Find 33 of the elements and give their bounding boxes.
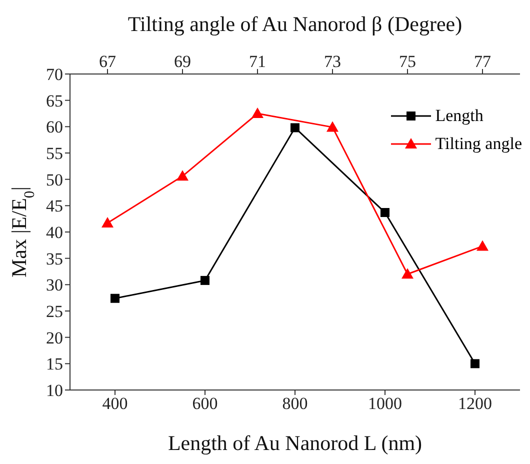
x2-axis-title: Tilting angle of Au Nanorod β (Degree) <box>128 12 462 36</box>
point <box>110 294 120 303</box>
y-tick-label: 70 <box>46 65 63 84</box>
y-tick-label: 30 <box>46 276 63 295</box>
x-tick-label: 600 <box>192 394 218 414</box>
x2-tick-label: 69 <box>174 52 191 71</box>
x2-tick-label: 73 <box>324 52 341 71</box>
point <box>470 359 480 368</box>
y-tick-label: 55 <box>46 144 63 164</box>
y-tick-label: 50 <box>46 170 63 190</box>
point <box>290 123 300 132</box>
x2-tick-label: 75 <box>399 52 416 71</box>
y-tick-label: 60 <box>46 118 63 137</box>
x2-tick-label: 67 <box>99 52 116 71</box>
y-tick-label: 45 <box>46 196 63 216</box>
x-axis-title: Length of Au Nanorod L (nm) <box>168 431 422 455</box>
point <box>200 276 210 285</box>
point <box>380 208 390 218</box>
x-tick-label: 800 <box>282 394 308 414</box>
y-tick-label: 25 <box>46 302 63 322</box>
x2-tick-label: 77 <box>474 52 492 71</box>
legend-label: Length <box>435 106 484 126</box>
y-tick-label: 65 <box>46 91 63 110</box>
legend-label: Tilting angle <box>435 134 522 154</box>
x-tick-label: 1200 <box>458 394 492 414</box>
y-tick-label: 35 <box>46 249 63 268</box>
x-tick-label: 1000 <box>368 394 402 414</box>
y-tick-label: 20 <box>46 328 63 348</box>
x-tick-label: 400 <box>102 394 128 414</box>
y-tick-label: 15 <box>46 354 63 374</box>
x2-tick-label: 71 <box>249 52 266 71</box>
y-tick-label: 10 <box>46 381 63 400</box>
y-tick-label: 40 <box>46 223 63 242</box>
